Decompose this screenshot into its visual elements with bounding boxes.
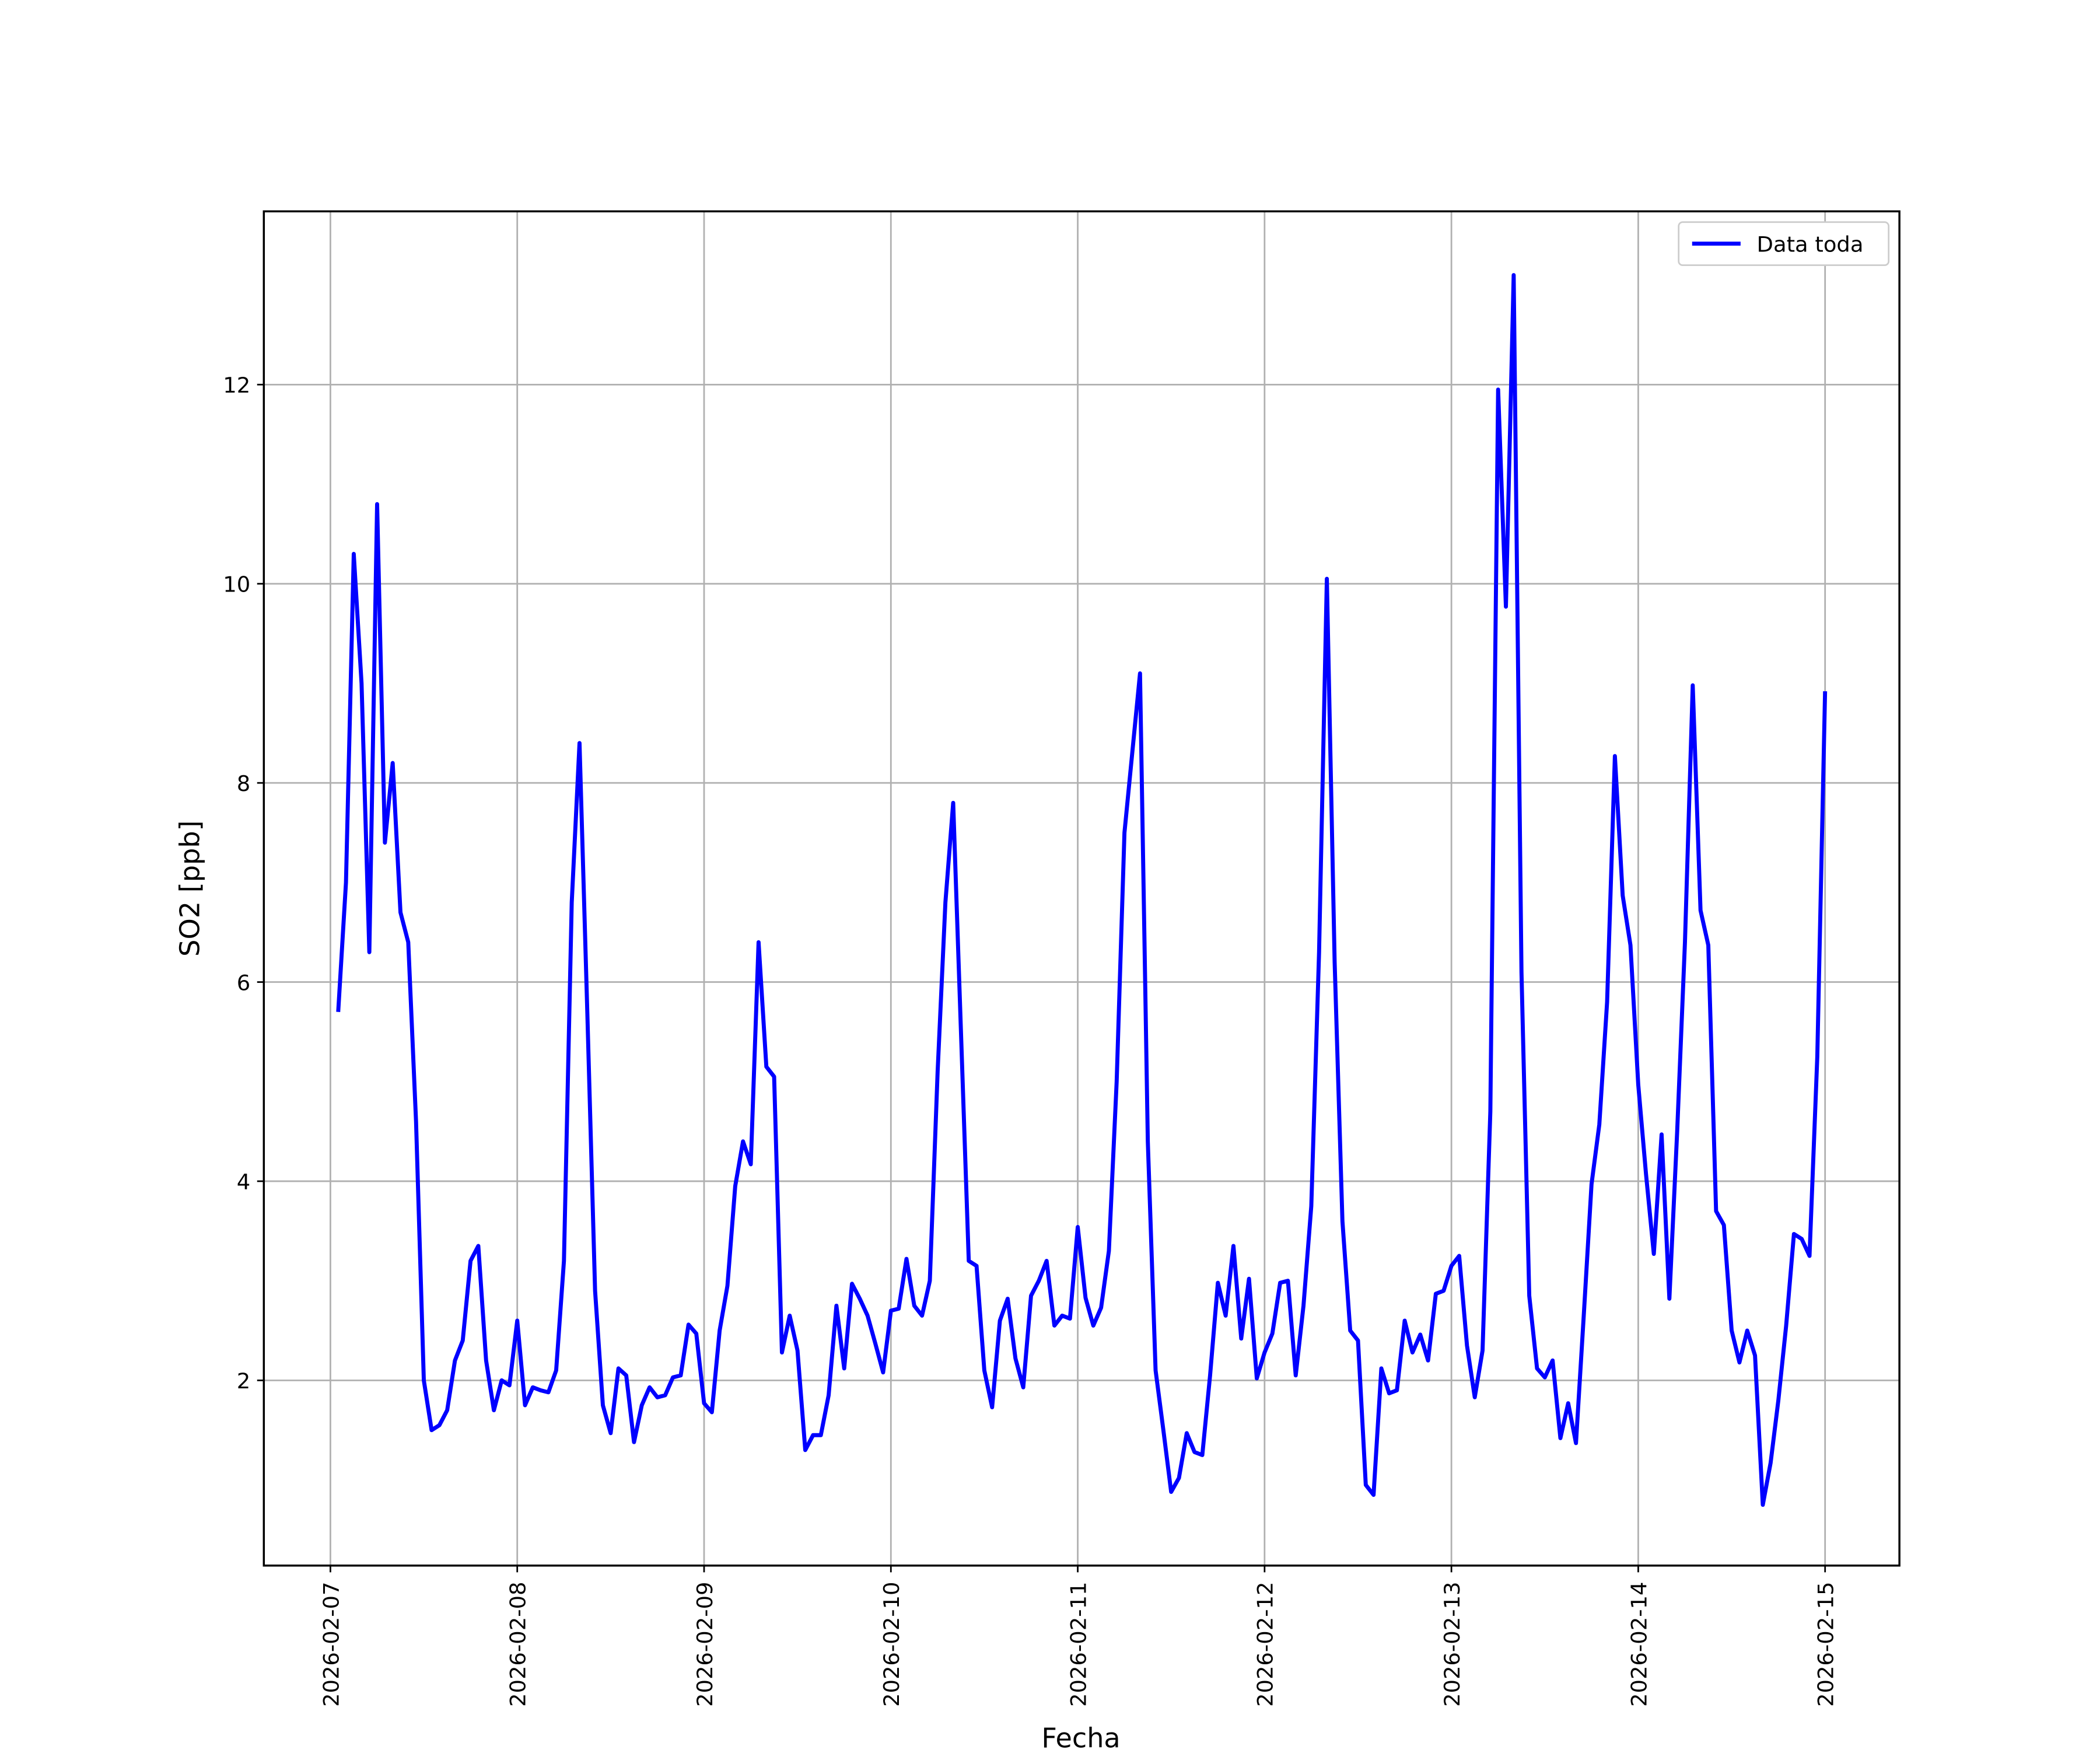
x-tick-label: 2026-02-12 [1253, 1582, 1278, 1707]
data-line [336, 273, 1828, 1507]
legend-box [1678, 221, 1890, 266]
x-tick-label: 2026-02-09 [692, 1582, 718, 1707]
x-tick-label: 2026-02-15 [1814, 1582, 1839, 1707]
legend-label: Data toda [1757, 232, 1864, 257]
y-axis-label: SO2 [ppb] [174, 820, 206, 957]
y-tick-label: 2 [237, 1368, 250, 1394]
y-tick-label: 4 [237, 1170, 250, 1195]
x-tick-label: 2026-02-13 [1440, 1582, 1465, 1707]
x-tick-label: 2026-02-14 [1626, 1582, 1651, 1707]
x-axis-label: Fecha [1041, 1722, 1120, 1750]
y-tick-label: 12 [223, 373, 250, 398]
y-tick-label: 6 [237, 970, 250, 995]
x-tick-label: 2026-02-08 [506, 1582, 531, 1707]
x-tick-label: 2026-02-07 [318, 1582, 344, 1707]
plot-frame [262, 210, 1901, 1567]
y-tick-label: 10 [223, 572, 250, 597]
x-tick-label: 2026-02-10 [879, 1582, 904, 1707]
x-tick-label: 2026-02-11 [1066, 1582, 1091, 1707]
y-tick-label: 8 [237, 771, 250, 796]
